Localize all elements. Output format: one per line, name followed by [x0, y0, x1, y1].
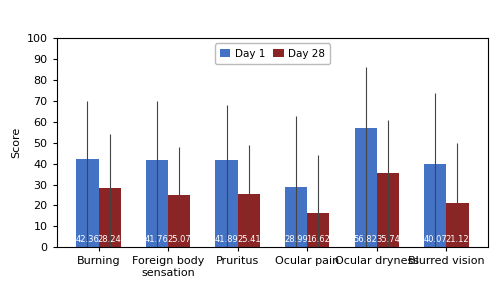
Bar — [377, 173, 399, 247]
Text: 42.36: 42.36 — [76, 235, 100, 244]
Bar — [446, 203, 468, 247]
Text: 25.07: 25.07 — [168, 235, 191, 244]
Bar — [285, 187, 307, 247]
Text: 25.41: 25.41 — [237, 235, 260, 244]
Bar — [424, 164, 446, 247]
Bar — [354, 129, 377, 247]
Text: 41.89: 41.89 — [214, 235, 238, 244]
Text: 41.76: 41.76 — [145, 235, 169, 244]
Legend: Day 1, Day 28: Day 1, Day 28 — [215, 43, 330, 64]
Bar — [307, 212, 330, 247]
Text: 56.82: 56.82 — [354, 235, 378, 244]
Bar — [238, 194, 260, 247]
Bar — [98, 188, 121, 247]
Bar — [76, 159, 98, 247]
Text: 40.07: 40.07 — [424, 235, 447, 244]
Text: 28.99: 28.99 — [284, 235, 308, 244]
Text: 16.62: 16.62 — [306, 235, 330, 244]
Text: 35.74: 35.74 — [376, 235, 400, 244]
Bar — [216, 160, 238, 247]
Bar — [146, 160, 168, 247]
Text: 21.12: 21.12 — [446, 235, 469, 244]
Bar — [168, 195, 190, 247]
Text: 28.24: 28.24 — [98, 235, 122, 244]
Y-axis label: Score: Score — [11, 127, 21, 158]
